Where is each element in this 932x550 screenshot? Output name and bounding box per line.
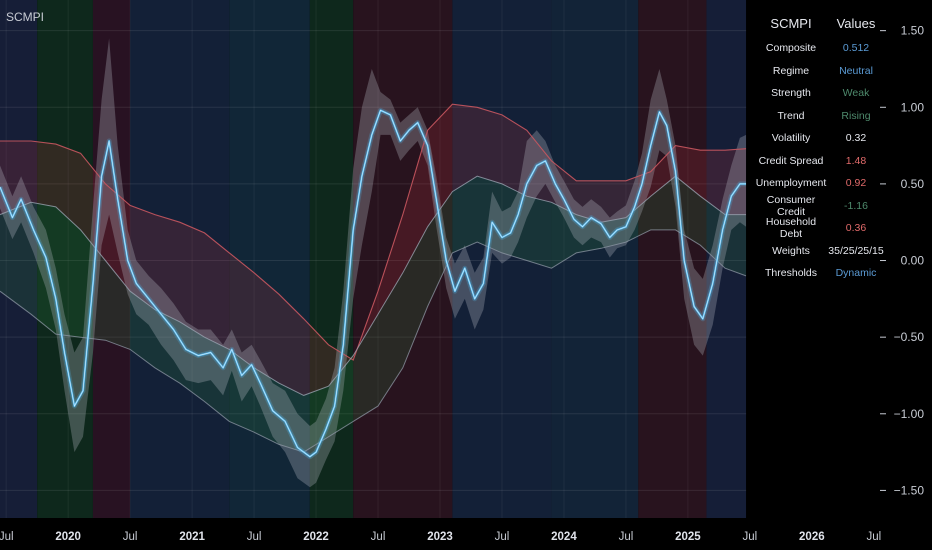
middle-line — [0, 175, 747, 396]
table-row-label: Composite — [765, 42, 817, 55]
table-row: Composite 0.512 — [755, 37, 885, 60]
y-tick-label: 1.00 — [901, 100, 925, 114]
x-axis: Jul 2020 Jul 2021 Jul 2022 Jul 2023 Jul 2024 Jul 20… — [0, 531, 881, 543]
y-tick-label: 0.00 — [901, 254, 925, 268]
table-row: Regime Neutral — [755, 60, 885, 83]
regime-band — [0, 0, 38, 518]
y-tick-label: −1.50 — [894, 483, 925, 497]
table-row: Thresholds Dynamic — [755, 262, 885, 285]
x-tick-label: 2025 — [675, 531, 701, 543]
regime-band — [638, 0, 707, 518]
table-row-value: -1.16 — [844, 199, 868, 212]
x-tick-label: 2023 — [427, 531, 453, 543]
x-tick-label: 2021 — [179, 531, 205, 543]
table-row-label: Weights — [772, 244, 810, 257]
x-tick-label: Jul — [743, 531, 758, 543]
regime-bands — [0, 0, 747, 518]
volatility-fill — [0, 38, 747, 488]
values-table: SCMPI Values Composite 0.512 Regime Neutral… — [755, 16, 885, 285]
table-row: Unemployment 0.92 — [755, 172, 885, 195]
y-tick-label: 1.50 — [901, 24, 925, 38]
y-tick-label: −1.00 — [894, 407, 925, 421]
table-row: Trend Rising — [755, 105, 885, 128]
x-tick-label: Jul — [495, 531, 510, 543]
x-tick-label: 2022 — [303, 531, 329, 543]
table-row-value: Neutral — [839, 64, 873, 77]
table-row-label: Thresholds — [765, 267, 817, 280]
table-row-label: Volatility — [771, 132, 811, 145]
table-row-value: 0.512 — [842, 42, 870, 55]
table-row-label: Household Debt — [765, 216, 817, 241]
upper-band-line — [0, 103, 747, 361]
table-row: Volatility 0.32 — [755, 127, 885, 150]
table-row-value: 0.92 — [845, 177, 867, 190]
composite-highlight — [0, 109, 747, 458]
regime-band — [706, 0, 747, 518]
table-row-value: Dynamic — [835, 267, 877, 280]
table-row: Weights 35/25/25/15 — [755, 240, 885, 263]
table-row-label: Trend — [777, 109, 805, 122]
band-fills — [0, 38, 747, 488]
regime-band — [452, 0, 552, 518]
table-row-label: Credit Spread — [758, 154, 824, 167]
table-header-value: Values — [836, 16, 876, 31]
y-tick-label: 0.50 — [901, 177, 925, 191]
table-row: Household Debt 0.36 — [755, 216, 885, 241]
x-tick-label: Jul — [371, 531, 386, 543]
table-row-label: Regime — [772, 64, 810, 77]
table-header: SCMPI Values — [755, 16, 885, 31]
table-header-label: SCMPI — [770, 16, 812, 31]
y-axis: 1.50 1.00 0.50 0.00 −0.50 −1.00 −1.50 — [880, 24, 925, 497]
future-area — [746, 0, 932, 550]
regime-band — [229, 0, 310, 518]
x-tick-label: 2020 — [55, 531, 81, 543]
table-row: Credit Spread 1.48 — [755, 150, 885, 173]
table-row-value: 1.48 — [845, 154, 867, 167]
indicator-name: SCMPI — [6, 10, 45, 24]
lower-band-line — [0, 229, 747, 453]
regime-band — [309, 0, 354, 518]
table-rows: Composite 0.512 Regime Neutral Strength Weak T… — [755, 37, 885, 285]
x-tick-label: Jul — [866, 531, 881, 543]
x-tick-label: Jul — [123, 531, 138, 543]
table-row-label: Unemployment — [755, 177, 827, 190]
x-tick-label: Jul — [619, 531, 634, 543]
upper-band-fill — [0, 104, 747, 396]
regime-band — [353, 0, 453, 518]
table-row: Strength Weak — [755, 82, 885, 105]
table-row-value: 0.36 — [845, 222, 867, 235]
table-row-value: 35/25/25/15 — [828, 244, 884, 257]
regime-band — [92, 0, 131, 518]
y-tick-label: −0.50 — [894, 330, 925, 344]
x-tick-label: 2024 — [551, 531, 577, 543]
table-row-value: Rising — [841, 109, 871, 122]
x-tick-label: Jul — [247, 531, 262, 543]
regime-band — [130, 0, 230, 518]
table-row-value: 0.32 — [845, 132, 867, 145]
lower-band-fill — [0, 176, 747, 453]
x-tick-label: 2026 — [799, 531, 825, 543]
table-row: Consumer Credit -1.16 — [755, 193, 885, 218]
x-tick-label: Jul — [0, 531, 14, 543]
table-row-value: Weak — [842, 87, 870, 100]
table-row-label: Consumer Credit — [766, 193, 816, 218]
table-row-label: Strength — [771, 87, 811, 100]
